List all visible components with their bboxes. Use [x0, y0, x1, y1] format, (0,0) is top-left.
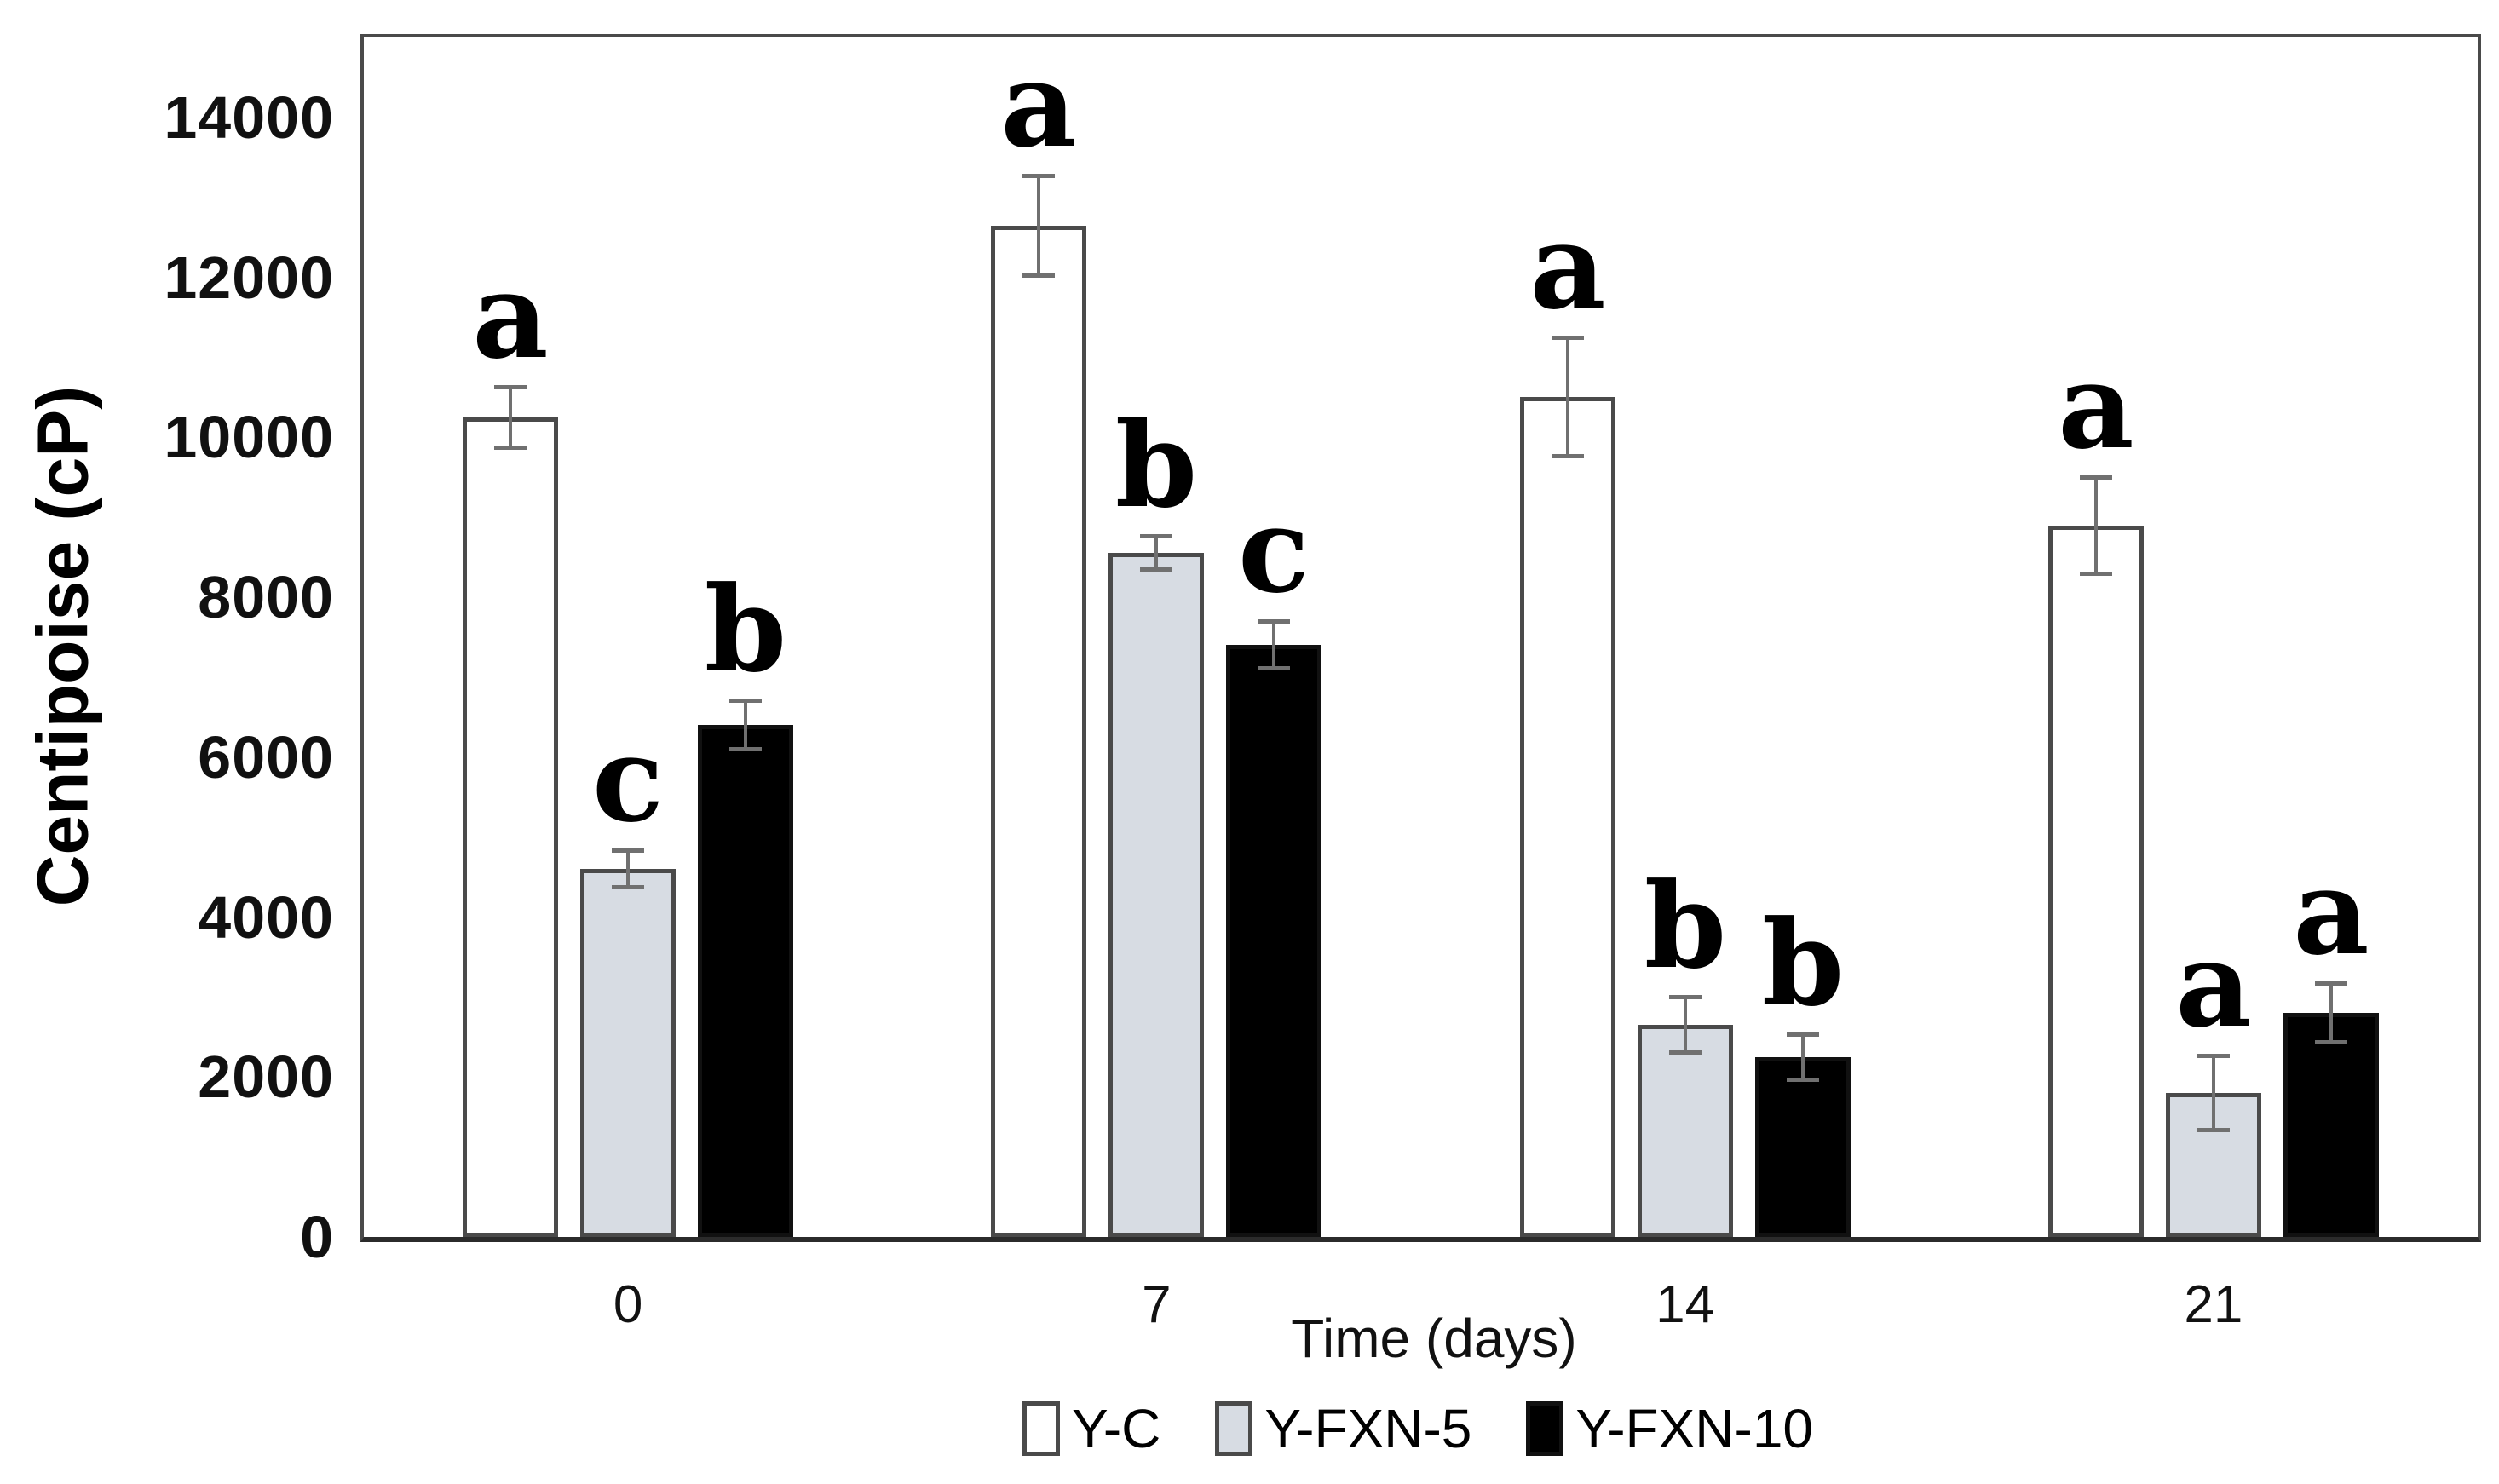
significance-letter: b [1644, 856, 1727, 995]
significance-letter: a [472, 246, 549, 385]
error-bar-cap-bottom [729, 747, 762, 751]
error-bar-cap-top [2197, 1054, 2230, 1058]
y-tick-label: 12000 [164, 244, 334, 311]
error-bar-cap-bottom [494, 446, 527, 450]
bar-y-fxn-10-day7 [1226, 645, 1321, 1237]
significance-letter: a [1000, 35, 1077, 174]
legend: Y-C Y-FXN-5 Y-FXN-10 [1022, 1397, 1813, 1460]
significance-letter: a [2293, 843, 2369, 981]
error-bar [1552, 336, 1584, 458]
error-bar [494, 385, 527, 450]
bar-y-fxn-5-day0 [580, 869, 676, 1237]
error-bar-cap-bottom [2197, 1128, 2230, 1132]
error-bar-cap-bottom [612, 885, 644, 889]
error-bar-line [626, 848, 630, 889]
error-bar-cap-top [612, 848, 644, 853]
bar-y-fxn-5-day14 [1638, 1025, 1733, 1237]
bar-y-fxn-5-day7 [1108, 553, 1204, 1237]
error-bar-cap-bottom [1258, 666, 1290, 670]
bar-y-fxn-10-day14 [1755, 1057, 1851, 1237]
error-bar-cap-bottom [2080, 572, 2112, 576]
y-tick-label: 8000 [198, 564, 334, 631]
x-tick-label: 21 [2184, 1275, 2243, 1334]
error-bar-cap-top [1669, 995, 1702, 999]
error-bar [1140, 534, 1172, 572]
error-bar [1787, 1032, 1819, 1082]
bar-y-c-day14 [1520, 397, 1615, 1237]
error-bar-cap-bottom [1669, 1050, 1702, 1055]
error-bar [2315, 981, 2347, 1044]
error-bar-line [1684, 995, 1687, 1055]
y-tick-label: 4000 [198, 883, 334, 951]
significance-letter: a [2175, 915, 2252, 1054]
significance-letter: c [1237, 480, 1310, 619]
y-tick-label: 14000 [164, 83, 334, 151]
error-bar [2197, 1054, 2230, 1132]
x-tick-label: 7 [1142, 1275, 1172, 1334]
legend-item-y-fxn-5: Y-FXN-5 [1215, 1397, 1471, 1460]
error-bar [1258, 619, 1290, 670]
error-bar-cap-bottom [1552, 454, 1584, 458]
error-bar-line [1154, 534, 1158, 572]
y-tick-label: 10000 [164, 404, 334, 471]
error-bar [729, 699, 762, 751]
significance-letter: a [1529, 197, 1606, 336]
error-bar-line [509, 385, 512, 450]
significance-letter: a [2058, 336, 2134, 475]
legend-swatch-icon [1022, 1401, 1060, 1456]
error-bar-line [2212, 1054, 2215, 1132]
error-bar [2080, 475, 2112, 576]
bar-y-c-day0 [463, 417, 558, 1237]
x-axis-title: Time (days) [1291, 1308, 1577, 1369]
legend-label: Y-FXN-5 [1264, 1398, 1472, 1459]
error-bar-cap-bottom [1787, 1078, 1819, 1082]
significance-letter: b [1114, 395, 1198, 534]
significance-letter: b [1761, 894, 1845, 1032]
significance-letter: c [591, 710, 665, 848]
error-bar-cap-top [1787, 1032, 1819, 1037]
error-bar-line [1037, 174, 1040, 278]
bar-y-fxn-10-day21 [2283, 1013, 2379, 1237]
error-bar-line [1566, 336, 1569, 458]
legend-item-y-fxn-10: Y-FXN-10 [1526, 1397, 1813, 1460]
error-bar-cap-top [1022, 174, 1055, 178]
error-bar [612, 848, 644, 889]
legend-label: Y-FXN-10 [1575, 1398, 1813, 1459]
significance-letter: b [704, 560, 787, 699]
x-tick-label: 14 [1655, 1275, 1715, 1334]
y-tick-label: 6000 [198, 723, 334, 791]
legend-swatch-icon [1215, 1401, 1253, 1456]
error-bar-cap-bottom [2315, 1040, 2347, 1044]
x-tick-label: 0 [613, 1275, 643, 1334]
y-tick-label: 0 [300, 1204, 334, 1270]
bar-y-c-day21 [2048, 526, 2144, 1237]
error-bar-line [2094, 475, 2098, 576]
legend-swatch-icon [1526, 1401, 1564, 1456]
error-bar-cap-top [1258, 619, 1290, 624]
error-bar-cap-top [1140, 534, 1172, 538]
bar-y-c-day7 [991, 226, 1086, 1237]
error-bar-cap-top [729, 699, 762, 703]
bar-y-fxn-10-day0 [698, 725, 793, 1237]
error-bar-cap-top [2080, 475, 2112, 480]
error-bar-line [1801, 1032, 1805, 1082]
error-bar-cap-top [1552, 336, 1584, 340]
y-tick-label: 2000 [198, 1044, 334, 1111]
error-bar-line [1272, 619, 1275, 670]
error-bar [1022, 174, 1055, 278]
legend-label: Y-C [1072, 1398, 1161, 1459]
error-bar [1669, 995, 1702, 1055]
legend-item-y-c: Y-C [1022, 1397, 1160, 1460]
error-bar-cap-top [2315, 981, 2347, 986]
error-bar-line [744, 699, 747, 751]
error-bar-cap-top [494, 385, 527, 389]
error-bar-line [2329, 981, 2333, 1044]
error-bar-cap-bottom [1022, 273, 1055, 278]
error-bar-cap-bottom [1140, 567, 1172, 572]
